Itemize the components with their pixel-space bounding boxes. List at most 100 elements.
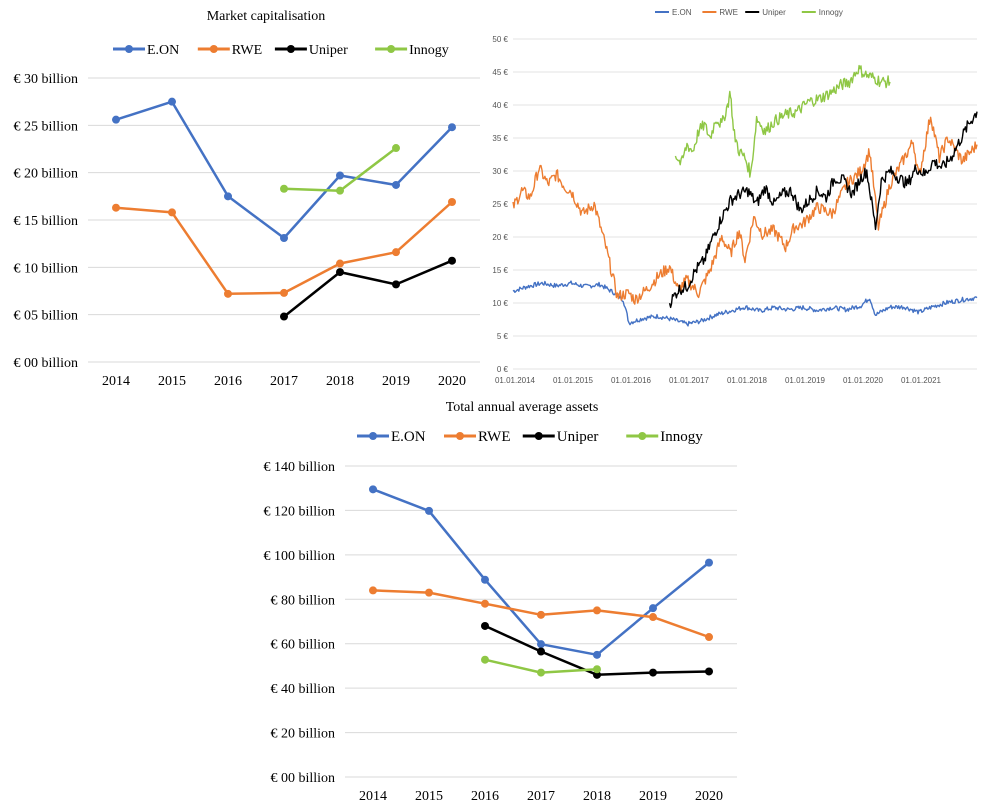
legend-marker-innogy bbox=[638, 432, 647, 440]
y-tick-label: € 120 billion bbox=[263, 504, 335, 519]
market-cap-svg: Market capitalisation E.ON RWE Uniper Innogy… bbox=[13, 9, 480, 389]
legend-item-rwe: RWE bbox=[444, 429, 511, 445]
y-tick-label: € 100 billion bbox=[263, 549, 335, 564]
data-point-e-on bbox=[392, 180, 400, 189]
chart-title: Total annual average assets bbox=[446, 400, 599, 415]
y-tick-label: € 10 billion bbox=[13, 261, 78, 276]
total-assets-chart: Total annual average assets E.ON RWE Uniper… bbox=[0, 395, 992, 811]
data-point-e-on bbox=[224, 192, 232, 201]
data-point-innogy bbox=[280, 184, 288, 193]
data-point-e-on bbox=[369, 485, 377, 494]
data-point-e-on bbox=[280, 233, 288, 242]
y-tick-label: € 15 billion bbox=[13, 214, 78, 229]
y-tick-label: € 20 billion bbox=[270, 727, 335, 742]
legend-item-e-on: E.ON bbox=[357, 429, 426, 445]
x-tick-label: 01.01.2019 bbox=[785, 376, 826, 385]
legend-label-e-on: E.ON bbox=[147, 43, 179, 58]
series-line-rwe bbox=[115, 201, 453, 296]
legend-label-innogy: Innogy bbox=[819, 8, 843, 17]
data-point-e-on bbox=[425, 506, 433, 515]
chart-title: Market capitalisation bbox=[207, 9, 326, 24]
series-line-e-on bbox=[372, 488, 710, 657]
data-point-e-on bbox=[537, 640, 545, 649]
data-point-rwe bbox=[336, 259, 344, 268]
y-tick-label: 50 € bbox=[492, 35, 508, 44]
data-point-uniper bbox=[593, 670, 601, 679]
legend-item-e-on: E.ON bbox=[113, 43, 179, 58]
y-tick-label: 20 € bbox=[492, 233, 508, 242]
x-tick-label: 01.01.2014 bbox=[495, 376, 536, 385]
legend-marker-rwe bbox=[456, 432, 464, 440]
y-tick-label: € 00 billion bbox=[270, 771, 335, 786]
legend-label-innogy: Innogy bbox=[409, 43, 449, 58]
legend-item-rwe: RWE bbox=[197, 43, 262, 58]
legend-item-rwe: RWE bbox=[702, 8, 738, 17]
data-point-uniper bbox=[448, 256, 456, 265]
y-tick-label: € 80 billion bbox=[270, 593, 335, 608]
x-tick-label: 2017 bbox=[270, 374, 298, 389]
data-point-rwe bbox=[448, 198, 456, 207]
legend-item-innogy: Innogy bbox=[626, 429, 703, 445]
data-point-innogy bbox=[481, 655, 489, 664]
data-point-uniper bbox=[481, 621, 489, 630]
x-tick-label: 2019 bbox=[639, 789, 667, 804]
y-tick-label: € 05 billion bbox=[13, 309, 78, 324]
series-line-innogy bbox=[674, 64, 891, 178]
data-point-rwe bbox=[593, 606, 601, 615]
data-point-e-on bbox=[168, 97, 176, 106]
data-point-uniper bbox=[649, 668, 657, 677]
x-tick-label: 2018 bbox=[326, 374, 354, 389]
series-line-e-on bbox=[512, 280, 978, 327]
x-tick-label: 2015 bbox=[415, 789, 443, 804]
data-point-uniper bbox=[705, 667, 713, 676]
x-tick-label: 01.01.2021 bbox=[901, 376, 942, 385]
data-point-e-on bbox=[593, 650, 601, 659]
y-tick-label: 15 € bbox=[492, 266, 508, 275]
legend-marker-uniper bbox=[286, 45, 295, 53]
x-tick-label: 2016 bbox=[214, 374, 242, 389]
data-point-rwe bbox=[649, 613, 657, 622]
data-point-rwe bbox=[224, 289, 232, 298]
series-line-uniper bbox=[668, 111, 978, 309]
data-point-uniper bbox=[537, 647, 545, 656]
series-line-uniper bbox=[283, 259, 453, 318]
share-price-chart: E.ON RWE Uniper Innogy 0 € 5 € 10 € 15 € 20 € 25 … bbox=[485, 0, 992, 395]
series-line-innogy bbox=[283, 147, 397, 192]
legend-item-e-on: E.ON bbox=[655, 8, 692, 17]
series-line-e-on bbox=[115, 100, 453, 240]
legend-marker-e-on bbox=[369, 432, 377, 440]
x-tick-label: 01.01.2020 bbox=[843, 376, 884, 385]
y-tick-label: 5 € bbox=[497, 332, 509, 341]
legend-label-rwe: RWE bbox=[719, 8, 738, 17]
data-point-e-on bbox=[705, 558, 713, 567]
data-point-innogy bbox=[336, 186, 344, 195]
data-point-innogy bbox=[537, 668, 545, 677]
y-tick-label: 30 € bbox=[492, 167, 508, 176]
x-tick-label: 2017 bbox=[527, 789, 555, 804]
data-point-innogy bbox=[593, 665, 601, 674]
legend-marker-innogy bbox=[387, 45, 396, 53]
data-point-e-on bbox=[481, 575, 489, 584]
x-tick-label: 01.01.2016 bbox=[611, 376, 652, 385]
x-tick-label: 01.01.2015 bbox=[553, 376, 594, 385]
y-tick-label: € 20 billion bbox=[13, 167, 78, 182]
x-tick-label: 2019 bbox=[382, 374, 410, 389]
total-assets-svg: Total annual average assets E.ON RWE Uniper… bbox=[263, 400, 737, 804]
legend-marker-uniper bbox=[534, 432, 543, 440]
data-point-uniper bbox=[392, 280, 400, 289]
legend-label-e-on: E.ON bbox=[391, 429, 426, 445]
x-tick-label: 2014 bbox=[102, 374, 130, 389]
legend-item-uniper: Uniper bbox=[522, 429, 598, 445]
x-tick-label: 2018 bbox=[583, 789, 611, 804]
legend-label-uniper: Uniper bbox=[309, 43, 348, 58]
y-tick-label: 10 € bbox=[492, 299, 508, 308]
data-point-rwe bbox=[168, 208, 176, 217]
legend-label-rwe: RWE bbox=[478, 429, 511, 445]
x-tick-label: 2020 bbox=[438, 374, 466, 389]
y-tick-label: € 30 billion bbox=[13, 72, 78, 87]
share-price-svg: E.ON RWE Uniper Innogy 0 € 5 € 10 € 15 € 20 € 25 … bbox=[492, 8, 978, 385]
data-point-rwe bbox=[425, 588, 433, 597]
y-tick-label: € 140 billion bbox=[263, 460, 335, 475]
y-tick-label: € 00 billion bbox=[13, 356, 78, 371]
data-point-e-on bbox=[336, 171, 344, 180]
